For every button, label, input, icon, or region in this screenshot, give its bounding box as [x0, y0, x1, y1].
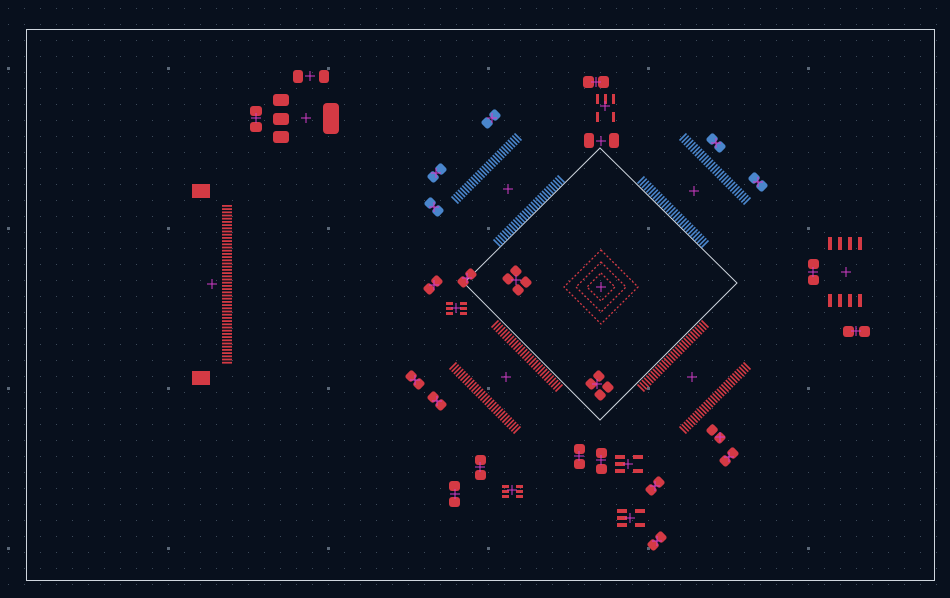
connector-pin[interactable] [222, 307, 232, 310]
connector-pin[interactable] [222, 253, 232, 255]
connector-pin[interactable] [222, 265, 232, 268]
connector-pin[interactable] [222, 262, 232, 265]
diagonal-passive[interactable] [511, 275, 532, 296]
regulator-group[interactable] [250, 70, 339, 143]
connector-pin[interactable] [222, 345, 232, 348]
connector-pin[interactable] [222, 291, 232, 294]
connector-pin[interactable] [222, 243, 232, 246]
connector-pin[interactable] [222, 205, 232, 207]
pin-row[interactable] [490, 319, 564, 393]
diagonal-passive[interactable] [426, 390, 447, 411]
top-center-parts[interactable] [583, 76, 619, 148]
mcu-footprint[interactable] [448, 132, 752, 435]
diagonal-passive[interactable] [718, 446, 739, 467]
pin-row[interactable] [678, 132, 752, 206]
diagonal-passives[interactable] [404, 108, 768, 551]
connector-pin[interactable] [222, 339, 232, 342]
connector-pin[interactable] [222, 214, 232, 217]
connector-pin[interactable] [222, 304, 232, 306]
pin-row[interactable] [448, 361, 522, 435]
pin-row[interactable] [678, 361, 752, 435]
pin-row[interactable] [636, 175, 710, 249]
connector-pin[interactable] [222, 217, 232, 220]
diagonal-passive[interactable] [404, 369, 425, 390]
pin-row[interactable] [450, 132, 523, 205]
connector-pin[interactable] [222, 323, 232, 326]
connector-pin[interactable] [222, 326, 232, 329]
diagonal-passive[interactable] [644, 475, 665, 496]
board-outline [26, 29, 935, 581]
connector-pin[interactable] [222, 246, 232, 249]
left-connector[interactable] [192, 184, 232, 385]
connector-pin[interactable] [222, 349, 232, 351]
right-side-parts[interactable] [808, 237, 870, 337]
connector-pin[interactable] [222, 294, 232, 297]
connector-pin[interactable] [222, 313, 232, 316]
mcu-body-outline [463, 147, 738, 421]
connector-pin[interactable] [222, 358, 232, 361]
diagonal-passive[interactable] [646, 530, 667, 551]
connector-pin[interactable] [222, 237, 232, 239]
connector-pin[interactable] [222, 249, 232, 252]
grid-dots [7, 8, 937, 585]
connector-pin[interactable] [222, 221, 232, 223]
diagonal-passive[interactable] [584, 369, 605, 390]
connector-mount-pad[interactable] [192, 184, 210, 198]
connector-pin[interactable] [222, 281, 232, 284]
connector-pin[interactable] [222, 320, 232, 322]
pin-row[interactable] [492, 174, 566, 248]
connector-pin[interactable] [222, 336, 232, 338]
thermal-pad[interactable] [563, 249, 639, 325]
connector-pin[interactable] [222, 317, 232, 319]
connector-pin[interactable] [222, 361, 232, 364]
connector-pin[interactable] [222, 224, 232, 226]
connector-pin[interactable] [222, 259, 232, 262]
connector-pin[interactable] [222, 256, 232, 258]
connector-pin[interactable] [222, 275, 232, 278]
connector-pin[interactable] [222, 227, 232, 230]
connector-pin[interactable] [222, 208, 232, 210]
connector-pin[interactable] [222, 333, 232, 335]
diagonal-passive[interactable] [501, 264, 522, 285]
connector-pin[interactable] [222, 355, 232, 358]
connector-mount-pad[interactable] [192, 371, 210, 385]
connector-pin[interactable] [222, 240, 232, 242]
connector-pin[interactable] [222, 272, 232, 274]
diagonal-passive[interactable] [705, 132, 726, 153]
connector-pin[interactable] [222, 288, 232, 290]
connector-pins[interactable] [222, 205, 232, 364]
diagonal-passive[interactable] [593, 380, 614, 401]
diagonal-passive[interactable] [423, 196, 444, 217]
diagonal-passive[interactable] [456, 267, 477, 288]
diagonal-passive[interactable] [747, 171, 768, 192]
connector-pin[interactable] [222, 352, 232, 354]
mcu-pin-rows[interactable] [448, 132, 752, 435]
connector-pin[interactable] [222, 230, 232, 233]
connector-pin[interactable] [222, 301, 232, 303]
connector-pin[interactable] [222, 211, 232, 214]
bottom-parts[interactable] [446, 302, 645, 527]
connector-pin[interactable] [222, 269, 232, 271]
connector-pin[interactable] [222, 278, 232, 281]
connector-pin[interactable] [222, 329, 232, 332]
origin-markers [207, 71, 861, 546]
connector-pin[interactable] [222, 310, 232, 313]
connector-pin[interactable] [222, 297, 232, 300]
connector-pin[interactable] [222, 233, 232, 236]
connector-pin[interactable] [222, 342, 232, 345]
pin-row[interactable] [636, 319, 710, 393]
connector-pin[interactable] [222, 285, 232, 287]
